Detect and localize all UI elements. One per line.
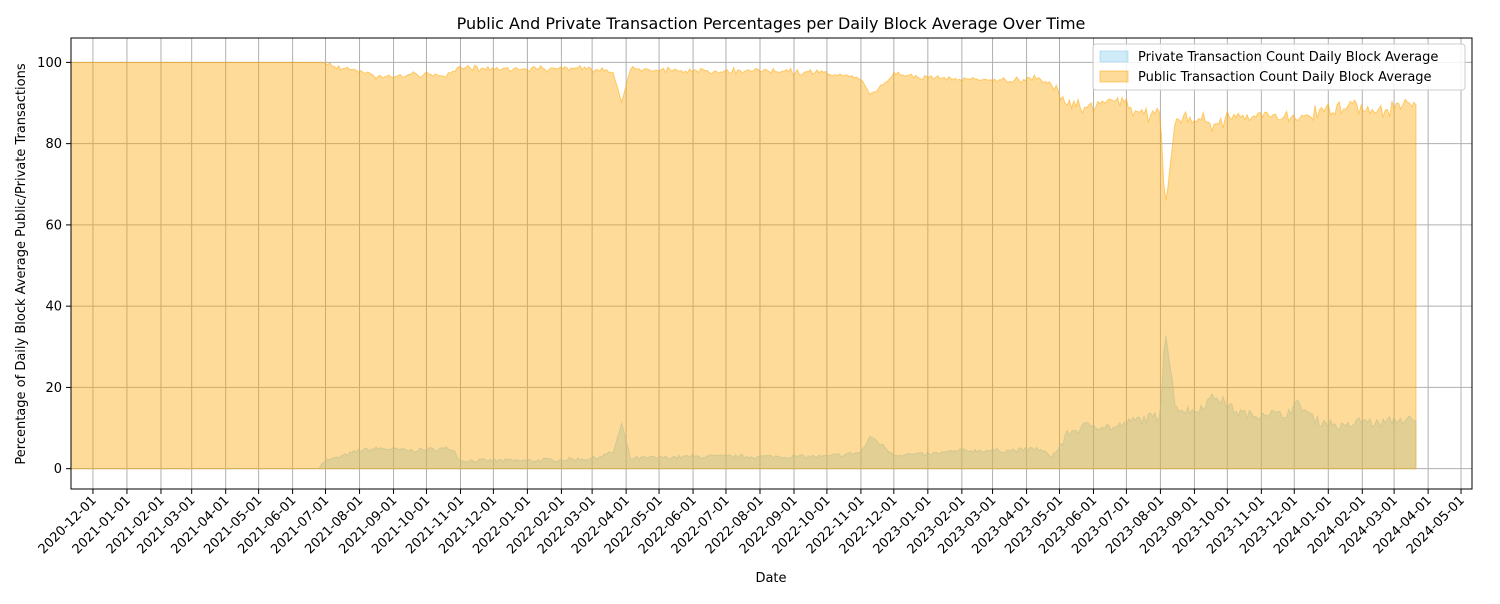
y-axis-label: Percentage of Daily Block Average Public…: [14, 63, 29, 464]
y-tick-label: 100: [37, 56, 62, 71]
y-tick-label: 80: [45, 137, 62, 152]
y-tick-label: 40: [45, 300, 62, 315]
legend: Private Transaction Count Daily Block Av…: [1092, 43, 1466, 91]
chart-title: Public And Private Transaction Percentag…: [457, 14, 1086, 33]
legend-swatch-private: [1099, 50, 1129, 63]
legend-swatch-public: [1099, 70, 1129, 83]
legend-label-public: Public Transaction Count Daily Block Ave…: [1138, 70, 1432, 85]
y-axis: 0 20 40 60 80 100: [37, 56, 71, 477]
plot-areas: [70, 61, 1417, 470]
y-tick-label: 60: [45, 218, 62, 233]
plot-frame: [70, 37, 1473, 490]
grid: [71, 38, 1472, 489]
y-tick-label: 0: [54, 462, 62, 477]
x-axis-label: Date: [755, 571, 786, 586]
y-tick-label: 20: [45, 381, 62, 396]
legend-label-private: Private Transaction Count Daily Block Av…: [1138, 50, 1438, 65]
area-public: [70, 61, 1417, 470]
legend-frame: [1092, 43, 1466, 91]
